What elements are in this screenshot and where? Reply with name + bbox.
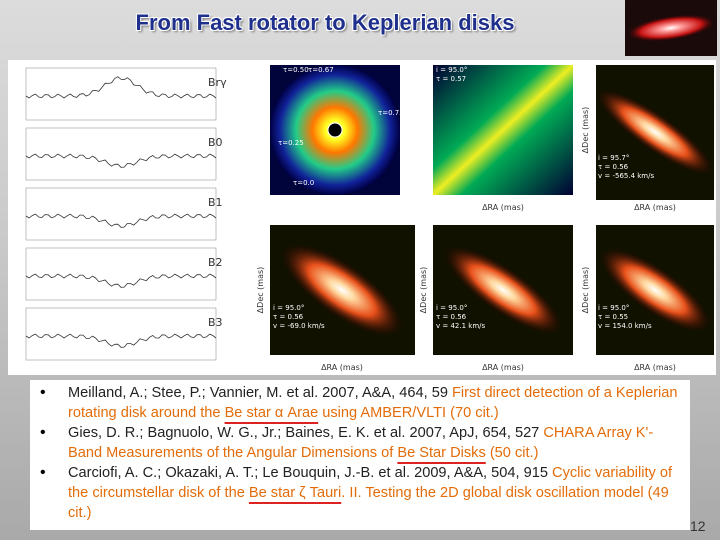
panel-param: τ = 0.55 <box>598 313 628 321</box>
ref-title-highlight: Be star α Arae <box>224 405 319 421</box>
axis-x-label: ΔRA (mas) <box>634 203 676 212</box>
panel-param: τ = 0.56 <box>436 313 467 321</box>
axis-y-label: ΔDec (mas) <box>256 267 265 314</box>
ref-title: using AMBER/VLTI (70 cit.) <box>318 405 499 421</box>
axis-x-label: ΔRA (mas) <box>482 203 524 212</box>
ref-authors: Meilland, A.; Stee, P.; Vannier, M. et a… <box>68 385 453 401</box>
panel-param: τ = 0.56 <box>273 313 304 321</box>
model-label: τ=0.75 <box>378 109 404 117</box>
reference: Carciofi, A. C.; Okazaki, A. T.; Le Bouq… <box>38 463 682 523</box>
model-label: τ=0.25 <box>278 139 304 147</box>
disk-image <box>281 243 403 337</box>
disk-image <box>444 245 562 335</box>
spectra: Brγ B0 B1 B2 B3 <box>25 67 227 361</box>
spectrum-curve <box>25 273 217 288</box>
spectrum-label: Brγ <box>208 76 227 89</box>
figure: Brγ B0 B1 B2 B3 τ=0.50 τ=0.67 τ=0.75 τ=0.25 τ=0.… <box>8 60 716 375</box>
panel-param: v = 154.0 km/s <box>598 322 652 330</box>
slide-title: From Fast rotator to Keplerian disks <box>135 10 515 35</box>
panel-param: v = -565.4 km/s <box>598 172 654 180</box>
spectrum-frame <box>25 247 217 301</box>
spectrum-curve <box>25 213 217 228</box>
disk-thumbnail <box>625 0 717 56</box>
spectrum-label: B3 <box>208 316 223 329</box>
axis-x-label: ΔRA (mas) <box>321 363 363 372</box>
ref-title-highlight: Be star ζ Tauri <box>248 485 342 501</box>
reference-list: Meilland, A.; Stee, P.; Vannier, M. et a… <box>38 383 682 523</box>
model-label: τ=0.0 <box>293 179 314 187</box>
model-label: τ=0.50 <box>283 66 309 74</box>
spectra-panel <box>8 60 253 375</box>
ellipse-panel <box>433 65 573 195</box>
disk-image <box>596 89 714 175</box>
ref-authors: Carciofi, A. C.; Okazaki, A. T.; Le Bouq… <box>68 465 553 481</box>
axis-y-label: ΔDec (mas) <box>581 107 590 154</box>
panel-param: i = 95.0° <box>436 304 467 312</box>
panel-param: i = 95.0° <box>436 66 467 74</box>
panel-param: τ = 0.56 <box>598 163 629 171</box>
ref-title-highlight: Be Star Disks <box>397 445 486 461</box>
spectrum-frame <box>25 67 217 121</box>
spectrum-label: B1 <box>208 196 223 209</box>
disk-image <box>599 248 711 332</box>
spectrum-label: B2 <box>208 256 223 269</box>
ref-title: CHARA Array K'-Band Measurements of the … <box>68 425 654 461</box>
model-label: τ=0.67 <box>308 66 334 74</box>
reference: Meilland, A.; Stee, P.; Vannier, M. et a… <box>38 383 682 423</box>
reference: Gies, D. R.; Bagnuolo, W. G., Jr.; Baine… <box>38 423 682 463</box>
spectrum-frame <box>25 307 217 361</box>
thumb-disk <box>627 14 715 42</box>
figure-text: τ=0.50 τ=0.67τ=0.75τ=0.25τ=0.0i = 95.0°τ … <box>256 66 676 372</box>
spectrum-frame <box>25 127 217 181</box>
spectrum-curve <box>25 76 217 99</box>
model-star <box>327 122 343 138</box>
spectrum-label: B0 <box>208 136 223 149</box>
ref-title: (50 cit.) <box>485 445 539 461</box>
ref-title: . II. Testing the 2D global disk oscilla… <box>68 485 669 521</box>
panel-param: v = -69.0 km/s <box>273 322 325 330</box>
panel-param: i = 95.0° <box>273 304 304 312</box>
reference-box: Meilland, A.; Stee, P.; Vannier, M. et a… <box>30 380 690 530</box>
spectrum-curve <box>25 153 217 168</box>
page-number: 12 <box>690 518 706 534</box>
panel-param: i = 95.0° <box>598 304 629 312</box>
ref-title: Cyclic variability of the circumstellar … <box>68 465 673 501</box>
axis-y-label: ΔDec (mas) <box>419 267 428 314</box>
axis-y-label: ΔDec (mas) <box>581 267 590 314</box>
spectrum-frame <box>25 187 217 241</box>
ref-authors: Gies, D. R.; Bagnuolo, W. G., Jr.; Baine… <box>68 425 544 441</box>
ref-title: First direct detection of a Keplerian ro… <box>68 385 678 421</box>
panel-param: i = 95.7° <box>598 154 629 162</box>
panel-param: τ = 0.57 <box>436 75 466 83</box>
axis-x-label: ΔRA (mas) <box>482 363 524 372</box>
spectrum-curve <box>25 333 217 348</box>
axis-x-label: ΔRA (mas) <box>634 363 676 372</box>
panel-param: v = 42.1 km/s <box>436 322 486 330</box>
